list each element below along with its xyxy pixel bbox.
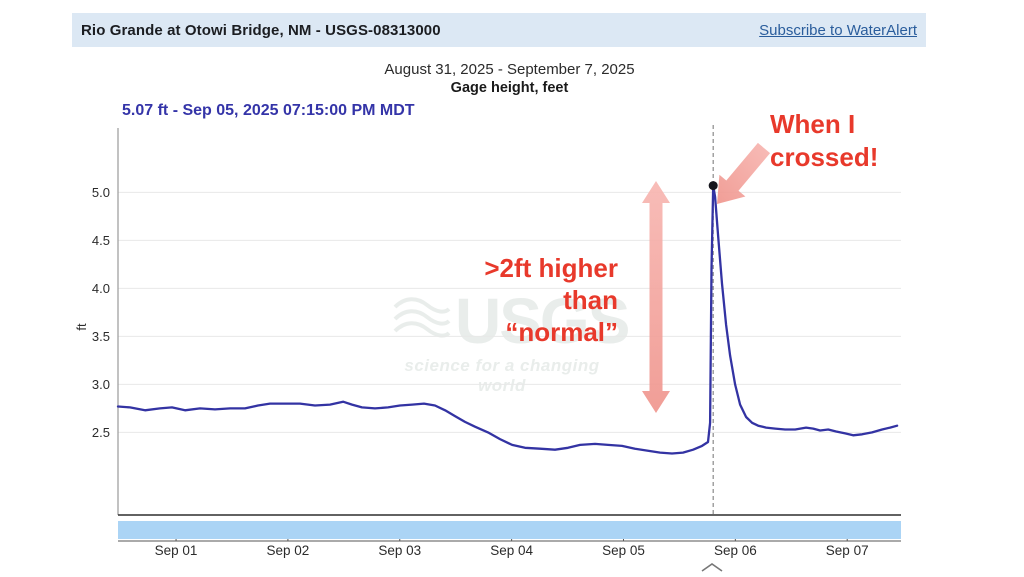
station-title: Rio Grande at Otowi Bridge, NM - USGS-08… — [81, 21, 441, 39]
annotation-arrow-vertical-icon — [641, 177, 671, 422]
peak-marker-dot — [708, 181, 718, 191]
y-tick-label: 3.5 — [92, 329, 110, 344]
y-tick-label: 3.0 — [92, 377, 110, 392]
chart-measure-title: Gage height, feet — [450, 80, 569, 96]
annotation-higher-line2: than — [563, 285, 618, 315]
station-header-bar: Rio Grande at Otowi Bridge, NM - USGS-08… — [72, 13, 926, 47]
y-tick-label: 4.0 — [92, 281, 110, 296]
y-axis-unit-label: ft — [74, 323, 89, 331]
x-tick-label: Sep 02 — [267, 543, 310, 558]
y-tick-label: 2.5 — [92, 425, 110, 440]
annotation-when-crossed: When I crossed! — [770, 108, 878, 174]
usgs-watermark-brand: USGS — [455, 285, 630, 357]
annotation-higher-line1: >2ft higher — [484, 253, 618, 283]
y-tick-label: 4.5 — [92, 233, 110, 248]
chart-date-range: August 31, 2025 - September 7, 2025 — [384, 61, 635, 78]
x-tick-label: Sep 03 — [378, 543, 421, 558]
gage-height-series — [116, 184, 899, 455]
annotation-arrow-diagonal-icon — [712, 136, 776, 217]
current-reading-label: 5.07 ft - Sep 05, 2025 07:15:00 PM MDT — [122, 102, 415, 119]
collapse-chevron-icon[interactable] — [699, 561, 725, 577]
annotation-higher-line3: “normal” — [505, 317, 618, 347]
x-tick-label: Sep 05 — [602, 543, 645, 558]
x-tick-label: Sep 06 — [714, 543, 757, 558]
wateralert-link[interactable]: Subscribe to WaterAlert — [759, 21, 917, 39]
annotation-higher-than-normal: >2ft higher than “normal” — [430, 252, 618, 348]
range-selector-bar[interactable] — [118, 521, 901, 539]
x-tick-label: Sep 01 — [155, 543, 198, 558]
usgs-wave-icon — [393, 293, 451, 350]
annotation-when-crossed-line2: crossed! — [770, 142, 879, 172]
usgs-watermark-tagline: science for a changing world — [404, 356, 600, 395]
x-tick-label: Sep 04 — [490, 543, 533, 558]
usgs-watermark: USGS science for a changing world — [393, 285, 630, 396]
annotation-when-crossed-line1: When I — [770, 109, 856, 139]
y-tick-label: 5.0 — [92, 185, 110, 200]
x-tick-label: Sep 07 — [826, 543, 869, 558]
